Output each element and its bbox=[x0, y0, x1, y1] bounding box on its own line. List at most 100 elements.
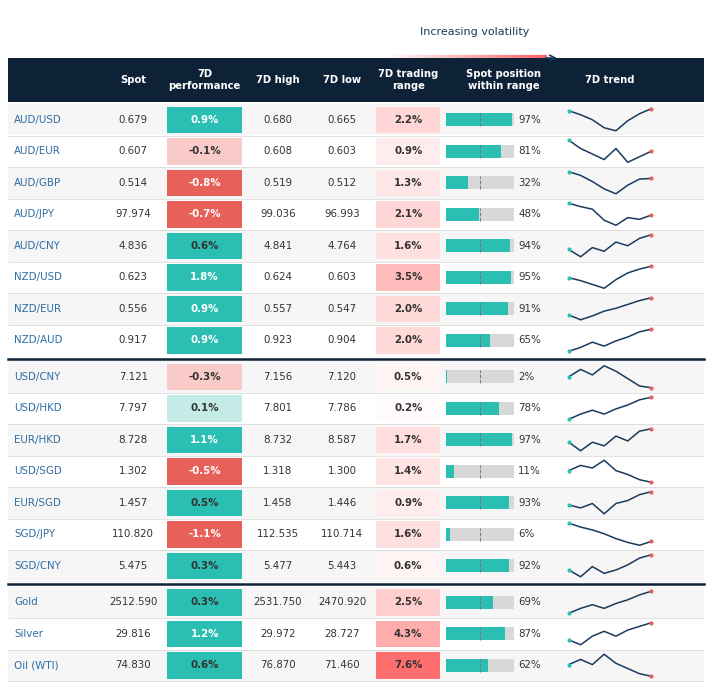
Bar bbox=[167, 589, 242, 615]
Bar bbox=[446, 434, 514, 446]
Text: 0.3%: 0.3% bbox=[190, 597, 219, 607]
Point bbox=[563, 565, 575, 576]
Point bbox=[563, 105, 575, 116]
Bar bbox=[167, 364, 242, 390]
Bar bbox=[446, 113, 512, 126]
Bar bbox=[376, 621, 441, 647]
Bar bbox=[167, 490, 242, 516]
Bar bbox=[376, 589, 441, 615]
Bar bbox=[8, 456, 704, 487]
Bar bbox=[167, 170, 242, 196]
Point bbox=[646, 383, 657, 394]
Bar bbox=[446, 659, 514, 672]
Bar bbox=[8, 618, 704, 649]
Text: 0.603: 0.603 bbox=[328, 272, 357, 282]
Text: 8.732: 8.732 bbox=[263, 434, 292, 445]
Point bbox=[646, 477, 657, 488]
Point bbox=[646, 146, 657, 157]
Bar bbox=[376, 233, 441, 259]
Point bbox=[646, 549, 657, 560]
Point bbox=[646, 617, 657, 628]
Text: -1.1%: -1.1% bbox=[188, 529, 221, 539]
Point bbox=[563, 166, 575, 177]
Point bbox=[563, 371, 575, 382]
Text: 99.036: 99.036 bbox=[260, 209, 295, 219]
Bar bbox=[446, 177, 514, 189]
Bar bbox=[8, 167, 704, 198]
Bar bbox=[8, 104, 704, 136]
Bar bbox=[376, 327, 441, 353]
Text: 1.318: 1.318 bbox=[263, 466, 293, 476]
Text: AUD/EUR: AUD/EUR bbox=[14, 146, 61, 156]
Point bbox=[563, 272, 575, 283]
Bar bbox=[446, 434, 512, 446]
Text: 2.1%: 2.1% bbox=[394, 209, 422, 219]
Text: 69%: 69% bbox=[518, 597, 541, 607]
Text: 91%: 91% bbox=[518, 303, 541, 314]
Point bbox=[563, 135, 575, 146]
Bar bbox=[167, 233, 242, 259]
Bar bbox=[446, 208, 478, 220]
Text: 62%: 62% bbox=[518, 660, 541, 670]
Text: SGD/JPY: SGD/JPY bbox=[14, 529, 55, 539]
Bar bbox=[376, 201, 441, 228]
Point bbox=[646, 671, 657, 682]
Text: 4.3%: 4.3% bbox=[394, 629, 422, 639]
Text: -0.7%: -0.7% bbox=[188, 209, 221, 219]
Text: USD/CNY: USD/CNY bbox=[14, 372, 61, 382]
Text: 0.2%: 0.2% bbox=[394, 403, 422, 413]
Bar bbox=[376, 521, 441, 548]
Bar bbox=[446, 145, 501, 158]
Bar bbox=[446, 113, 514, 126]
Text: 87%: 87% bbox=[518, 629, 541, 639]
Text: 2.0%: 2.0% bbox=[394, 336, 422, 345]
Text: 4.836: 4.836 bbox=[119, 241, 148, 251]
Bar bbox=[167, 264, 242, 291]
Point bbox=[646, 293, 657, 303]
Text: 0.624: 0.624 bbox=[263, 272, 292, 282]
Bar bbox=[446, 596, 493, 608]
Text: 0.512: 0.512 bbox=[328, 178, 357, 188]
Bar bbox=[8, 58, 704, 102]
Bar bbox=[8, 518, 704, 550]
Text: 0.519: 0.519 bbox=[263, 178, 292, 188]
Bar bbox=[446, 496, 509, 509]
Point bbox=[646, 536, 657, 547]
Text: 7.801: 7.801 bbox=[263, 403, 292, 413]
Bar bbox=[446, 528, 450, 541]
Point bbox=[646, 173, 657, 184]
Text: 2.0%: 2.0% bbox=[394, 303, 422, 314]
Text: 1.6%: 1.6% bbox=[394, 241, 422, 251]
Text: 0.9%: 0.9% bbox=[190, 336, 219, 345]
Bar bbox=[446, 596, 514, 608]
Text: 0.6%: 0.6% bbox=[190, 241, 219, 251]
Bar bbox=[446, 627, 506, 640]
Point bbox=[563, 634, 575, 645]
Bar bbox=[167, 552, 242, 579]
Text: 96.993: 96.993 bbox=[324, 209, 360, 219]
Point bbox=[563, 608, 575, 619]
Bar bbox=[8, 681, 704, 682]
Text: 5.443: 5.443 bbox=[328, 561, 357, 571]
Bar bbox=[446, 659, 488, 672]
Bar bbox=[446, 302, 514, 315]
Text: 7.156: 7.156 bbox=[263, 372, 293, 382]
Bar bbox=[167, 521, 242, 548]
Text: 1.302: 1.302 bbox=[119, 466, 148, 476]
Text: 0.3%: 0.3% bbox=[190, 561, 219, 571]
Bar bbox=[376, 652, 441, 679]
Point bbox=[646, 261, 657, 271]
Bar bbox=[376, 106, 441, 133]
Text: 0.9%: 0.9% bbox=[394, 498, 422, 508]
Bar bbox=[446, 271, 514, 284]
Text: 2%: 2% bbox=[518, 372, 535, 382]
Text: 2.5%: 2.5% bbox=[394, 597, 422, 607]
Point bbox=[563, 659, 575, 670]
Bar bbox=[8, 424, 704, 456]
Text: 48%: 48% bbox=[518, 209, 541, 219]
Text: AUD/GBP: AUD/GBP bbox=[14, 178, 61, 188]
Point bbox=[646, 324, 657, 335]
Bar bbox=[446, 208, 514, 220]
Text: 97%: 97% bbox=[518, 115, 541, 125]
Text: 0.5%: 0.5% bbox=[190, 498, 219, 508]
